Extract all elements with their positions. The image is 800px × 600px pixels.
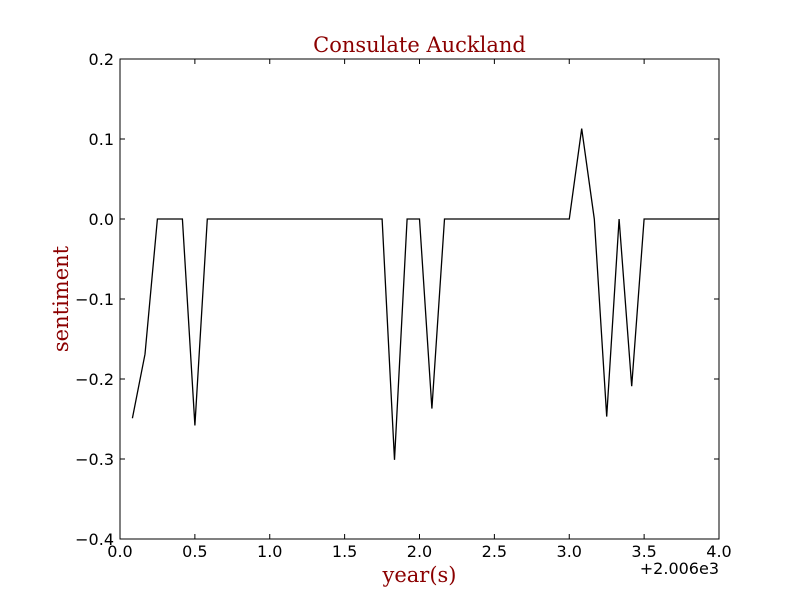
x-tick-label: 3.5	[631, 542, 656, 561]
chart-title: Consulate Auckland	[313, 33, 526, 57]
y-axis-ticks: 0.2 0.1 0.0 −0.1 −0.2 −0.3 −0.4	[75, 50, 719, 549]
y-tick-label: 0.1	[89, 130, 114, 149]
x-tick-label: 2.0	[407, 542, 432, 561]
x-tick-label: 3.0	[557, 542, 582, 561]
plot-frame	[119, 58, 720, 540]
x-tick-label: 1.5	[332, 542, 357, 561]
y-tick-label: −0.3	[75, 450, 114, 469]
x-axis-label: year(s)	[381, 563, 456, 587]
plot-area	[120, 59, 719, 539]
x-tick-label: 4.0	[706, 542, 731, 561]
x-axis-ticks: 0.0 0.5 1.0 1.5 2.0 2.5 3.0 3.5 4.0	[107, 59, 732, 561]
y-tick-label: −0.1	[75, 290, 114, 309]
series-line	[131, 128, 719, 460]
y-axis-label: sentiment	[49, 245, 73, 352]
x-tick-label: 2.5	[482, 542, 507, 561]
y-tick-label: −0.4	[75, 530, 114, 549]
x-tick-label: 0.0	[107, 542, 132, 561]
x-tick-label: 0.5	[182, 542, 207, 561]
x-offset-label: +2.006e3	[640, 559, 719, 578]
y-tick-label: 0.2	[89, 50, 114, 69]
y-tick-label: 0.0	[89, 210, 114, 229]
x-tick-label: 1.0	[257, 542, 282, 561]
y-tick-label: −0.2	[75, 370, 114, 389]
